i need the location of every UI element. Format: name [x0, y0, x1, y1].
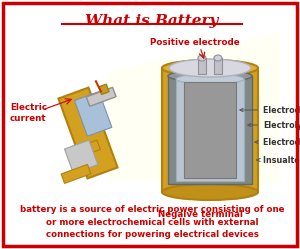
Ellipse shape [169, 59, 251, 77]
Bar [214, 58, 222, 74]
Text: battery is a source of electric power consisting of one
or more electrochemical : battery is a source of electric power co… [20, 205, 284, 239]
Polygon shape [73, 140, 100, 158]
Polygon shape [74, 92, 112, 136]
Polygon shape [86, 87, 116, 106]
Text: Electrode 2: Electrode 2 [255, 137, 300, 146]
Bar [162, 68, 258, 192]
Ellipse shape [162, 184, 258, 200]
Bar [168, 76, 252, 184]
Polygon shape [58, 88, 118, 179]
Polygon shape [61, 164, 91, 183]
Bar [176, 79, 244, 181]
Bar [184, 82, 236, 178]
Ellipse shape [168, 70, 252, 82]
Text: Positive electrode: Positive electrode [150, 38, 240, 47]
Bar [198, 58, 206, 74]
Text: Electrolyte: Electrolyte [248, 121, 300, 129]
Text: Electrode 1: Electrode 1 [240, 106, 300, 115]
Text: What is Battery: What is Battery [85, 14, 219, 28]
Text: Electric
current: Electric current [10, 103, 47, 123]
Text: Insualted Tube: Insualted Tube [257, 155, 300, 165]
Ellipse shape [214, 55, 222, 61]
Polygon shape [108, 32, 280, 185]
Ellipse shape [176, 74, 244, 84]
Text: Negaive terminal: Negaive terminal [158, 210, 242, 219]
Ellipse shape [162, 60, 258, 76]
Polygon shape [64, 140, 98, 174]
Polygon shape [99, 84, 109, 94]
Ellipse shape [198, 55, 206, 61]
